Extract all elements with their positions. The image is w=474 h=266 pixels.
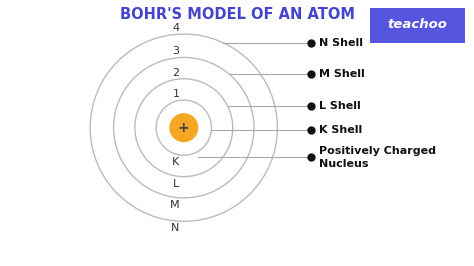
Text: teachoo: teachoo	[387, 18, 447, 31]
Text: M: M	[170, 200, 180, 210]
Text: BOHR'S MODEL OF AN ATOM: BOHR'S MODEL OF AN ATOM	[119, 7, 355, 22]
Text: N: N	[171, 223, 180, 234]
Text: Positively Charged
Nucleus: Positively Charged Nucleus	[319, 146, 436, 169]
Text: +: +	[178, 121, 190, 135]
Text: K Shell: K Shell	[319, 125, 362, 135]
Text: L Shell: L Shell	[319, 101, 361, 111]
Text: 3: 3	[173, 46, 180, 56]
Text: 2: 2	[173, 68, 180, 78]
Text: N Shell: N Shell	[319, 38, 363, 48]
Text: 4: 4	[173, 23, 180, 33]
FancyBboxPatch shape	[364, 7, 470, 44]
Text: M Shell: M Shell	[319, 69, 365, 80]
Text: L: L	[173, 179, 180, 189]
Text: 1: 1	[173, 89, 180, 99]
Circle shape	[170, 114, 198, 142]
Text: K: K	[172, 157, 180, 168]
